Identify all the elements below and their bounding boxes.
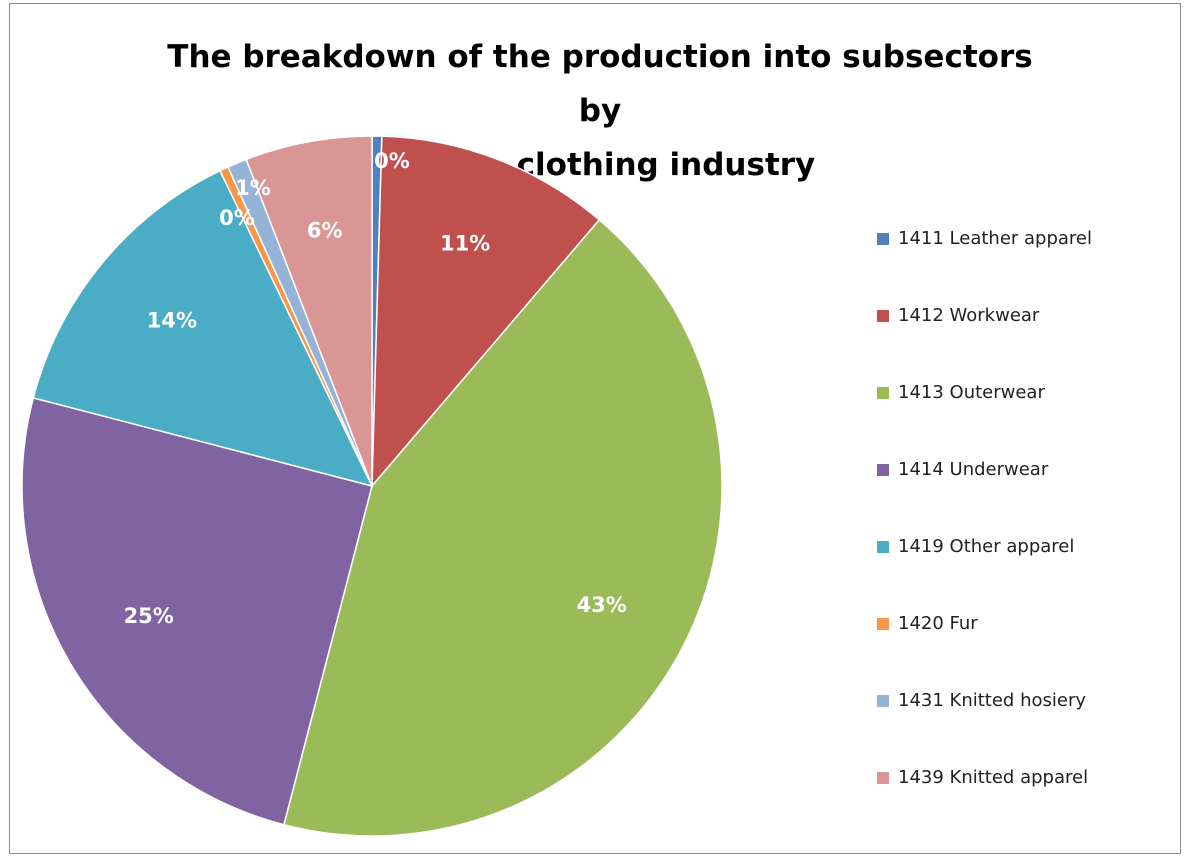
data-label: 0% xyxy=(219,206,255,230)
legend-swatch xyxy=(877,617,889,630)
pie-slice xyxy=(371,135,601,489)
pie-slice xyxy=(282,218,723,837)
legend-swatch xyxy=(877,694,889,707)
pie-slice xyxy=(32,169,374,488)
legend-item: 1411 Leather apparel xyxy=(877,200,1092,277)
legend-label: 1439 Knitted apparel xyxy=(898,767,1089,788)
legend-swatch xyxy=(877,386,889,399)
legend-swatch xyxy=(877,771,889,784)
pie-data-labels: 0% 11% 43% 25% 14% 0% 1% 6% xyxy=(124,149,627,628)
legend-item: 1414 Underwear xyxy=(877,431,1092,508)
chart-title: The breakdown of the production into sub… xyxy=(167,39,1033,183)
data-label: 11% xyxy=(440,231,490,255)
legend-label: 1420 Fur xyxy=(898,613,978,634)
legend-swatch xyxy=(877,463,889,476)
data-label: 25% xyxy=(124,604,174,628)
legend-label: 1413 Outerwear xyxy=(898,382,1045,403)
data-label: 0% xyxy=(374,149,410,173)
pie-slices xyxy=(21,135,723,837)
legend-swatch xyxy=(877,232,889,245)
legend-item: 1431 Knitted hosiery xyxy=(877,662,1092,739)
legend-label: 1414 Underwear xyxy=(898,459,1049,480)
pie-slice xyxy=(245,135,373,487)
legend-item: 1439 Knitted apparel xyxy=(877,739,1092,816)
pie-slice xyxy=(21,396,373,826)
legend-label: 1411 Leather apparel xyxy=(898,228,1093,249)
legend-label: 1419 Other apparel xyxy=(898,536,1075,557)
data-label: 14% xyxy=(147,309,197,333)
legend-item: 1419 Other apparel xyxy=(877,508,1092,585)
data-label: 6% xyxy=(307,218,343,242)
legend-item: 1412 Workwear xyxy=(877,277,1092,354)
legend-item: 1413 Outerwear xyxy=(877,354,1092,431)
chart-legend: 1411 Leather apparel 1412 Workwear 1413 Ou… xyxy=(877,200,1092,816)
legend-item: 1420 Fur xyxy=(877,585,1092,662)
legend-swatch xyxy=(877,540,889,553)
data-label: 1% xyxy=(235,176,271,200)
data-label: 43% xyxy=(577,593,627,617)
legend-swatch xyxy=(877,309,889,322)
legend-label: 1431 Knitted hosiery xyxy=(898,690,1087,711)
legend-label: 1412 Workwear xyxy=(898,305,1040,326)
